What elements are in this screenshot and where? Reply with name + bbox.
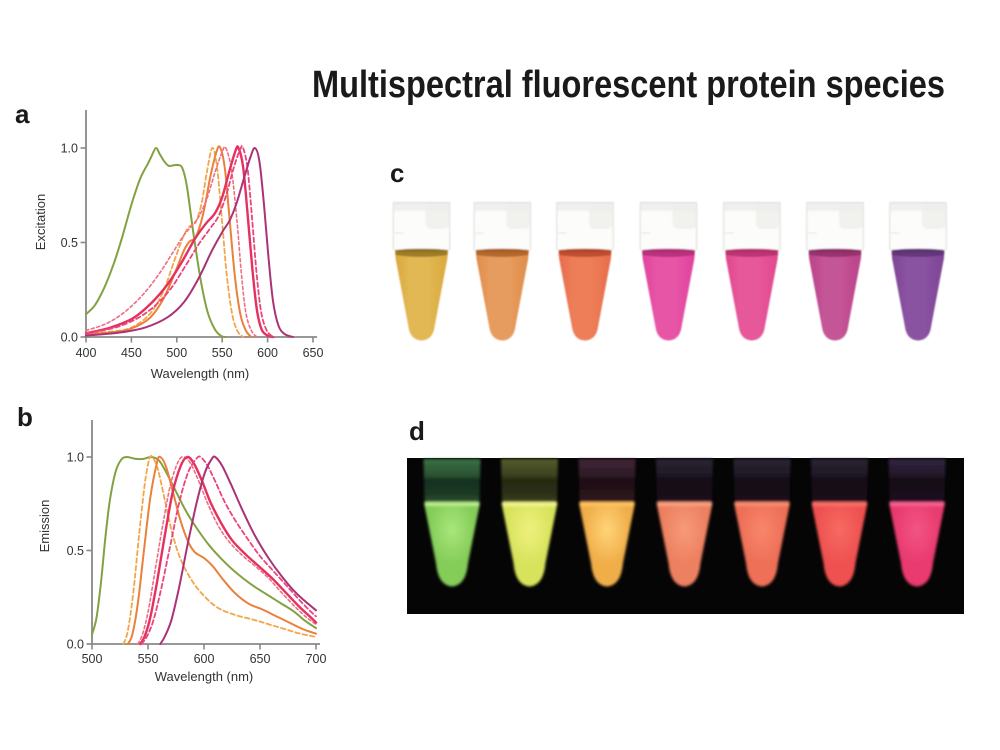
svg-text:500: 500: [82, 652, 103, 666]
svg-text:a: a: [15, 99, 30, 129]
svg-text:650: 650: [303, 346, 324, 360]
svg-text:450: 450: [121, 346, 142, 360]
svg-text:0.5: 0.5: [67, 544, 84, 558]
svg-text:550: 550: [138, 652, 159, 666]
svg-text:Wavelength (nm): Wavelength (nm): [151, 366, 250, 381]
svg-text:Multispectral fluorescent prot: Multispectral fluorescent protein specie…: [312, 64, 945, 106]
svg-text:500: 500: [166, 346, 187, 360]
svg-text:Wavelength (nm): Wavelength (nm): [155, 669, 254, 684]
svg-text:0.0: 0.0: [61, 330, 78, 344]
svg-text:c: c: [390, 158, 404, 188]
svg-text:600: 600: [257, 346, 278, 360]
svg-text:700: 700: [306, 652, 327, 666]
svg-text:d: d: [409, 416, 425, 446]
svg-text:600: 600: [194, 652, 215, 666]
svg-text:0.5: 0.5: [61, 236, 78, 250]
svg-text:1.0: 1.0: [61, 141, 78, 155]
svg-text:550: 550: [212, 346, 233, 360]
svg-text:0.0: 0.0: [67, 637, 84, 651]
svg-text:1.0: 1.0: [67, 450, 84, 464]
svg-text:400: 400: [76, 346, 97, 360]
svg-text:Emission: Emission: [37, 500, 52, 553]
svg-text:b: b: [17, 402, 33, 432]
svg-text:650: 650: [250, 652, 271, 666]
svg-text:Excitation: Excitation: [33, 194, 48, 250]
